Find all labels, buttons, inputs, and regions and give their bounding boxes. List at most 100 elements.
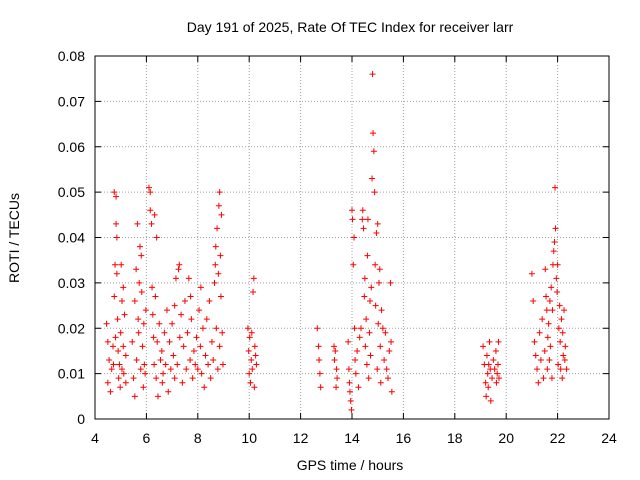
data-point xyxy=(486,338,493,345)
data-point xyxy=(359,207,366,214)
data-point xyxy=(563,366,570,373)
data-point xyxy=(187,357,194,364)
data-point xyxy=(212,261,219,268)
data-point xyxy=(129,338,136,345)
x-tick-label: 12 xyxy=(293,430,309,446)
data-point xyxy=(249,366,256,373)
data-point xyxy=(169,320,176,327)
data-point xyxy=(160,370,167,377)
data-point xyxy=(544,366,551,373)
data-point xyxy=(193,334,200,341)
data-point xyxy=(111,189,118,196)
data-point xyxy=(559,375,566,382)
y-tick-label: 0.07 xyxy=(58,93,85,109)
data-point xyxy=(120,343,127,350)
data-point xyxy=(154,393,161,400)
data-point xyxy=(175,266,182,273)
data-point xyxy=(214,366,221,373)
data-point xyxy=(145,184,152,191)
data-point xyxy=(528,270,535,277)
data-point xyxy=(348,406,355,413)
data-point xyxy=(345,366,352,373)
data-point xyxy=(218,211,225,218)
data-point xyxy=(365,375,372,382)
data-point xyxy=(216,343,223,350)
data-point xyxy=(384,375,391,382)
data-point xyxy=(176,261,183,268)
data-point xyxy=(349,207,355,214)
data-point xyxy=(387,279,394,286)
data-point xyxy=(331,343,338,350)
data-point xyxy=(356,334,363,341)
data-point xyxy=(159,379,166,386)
data-point xyxy=(352,357,359,364)
data-point xyxy=(491,366,498,373)
data-point xyxy=(142,370,149,377)
data-point xyxy=(551,239,558,246)
axis-ticks: 4 6 8 10 12 14 16 18 20 22 24 0 0.01 0.02 0.03 0.04 0.05… xyxy=(58,48,617,446)
data-point xyxy=(203,316,210,323)
data-point xyxy=(494,370,501,377)
data-point xyxy=(346,388,353,395)
y-tick-label: 0.04 xyxy=(58,230,85,246)
data-point xyxy=(135,329,142,336)
data-point xyxy=(244,325,251,332)
data-point xyxy=(147,207,154,214)
data-point xyxy=(120,284,127,291)
data-point xyxy=(190,347,197,354)
data-point xyxy=(561,357,568,364)
data-point xyxy=(363,316,370,323)
data-point xyxy=(118,298,125,305)
data-point xyxy=(219,361,226,368)
data-point xyxy=(248,329,255,336)
data-point xyxy=(364,216,371,223)
data-point xyxy=(561,307,568,314)
data-point xyxy=(163,307,170,314)
data-point xyxy=(250,275,257,282)
data-point xyxy=(536,329,543,336)
data-point xyxy=(334,375,341,382)
y-tick-label: 0.06 xyxy=(58,139,85,155)
data-point xyxy=(139,343,146,350)
data-point xyxy=(530,298,537,305)
data-point xyxy=(196,307,203,314)
data-point xyxy=(371,189,378,196)
data-point xyxy=(148,220,155,227)
data-point xyxy=(554,261,561,268)
data-point xyxy=(109,343,116,350)
data-point xyxy=(562,343,569,350)
y-axis-label: ROTI / TECUs xyxy=(6,193,22,283)
data-point xyxy=(545,320,552,327)
data-point xyxy=(153,375,160,382)
data-point xyxy=(482,379,489,386)
data-point xyxy=(154,338,161,345)
data-point xyxy=(183,366,190,373)
data-point xyxy=(117,329,124,336)
data-point xyxy=(113,193,120,200)
data-point xyxy=(493,379,500,386)
data-point xyxy=(202,352,209,359)
data-point xyxy=(219,329,226,336)
data-point xyxy=(346,379,353,386)
data-point xyxy=(184,329,191,336)
data-point xyxy=(113,234,120,241)
data-point xyxy=(372,261,379,268)
data-point xyxy=(373,229,380,236)
data-point xyxy=(157,357,164,364)
data-point xyxy=(541,347,548,354)
data-point xyxy=(174,361,181,368)
data-point xyxy=(332,347,339,354)
data-point xyxy=(534,366,541,373)
data-point xyxy=(317,384,324,391)
data-point xyxy=(111,293,118,300)
data-point xyxy=(158,347,165,354)
data-point xyxy=(122,352,129,359)
data-point xyxy=(544,334,551,341)
data-point xyxy=(369,71,376,78)
data-point xyxy=(558,316,565,323)
data-point xyxy=(490,357,497,364)
data-point xyxy=(147,189,154,196)
data-point xyxy=(316,370,323,377)
data-point xyxy=(369,175,376,182)
data-point xyxy=(103,320,110,327)
